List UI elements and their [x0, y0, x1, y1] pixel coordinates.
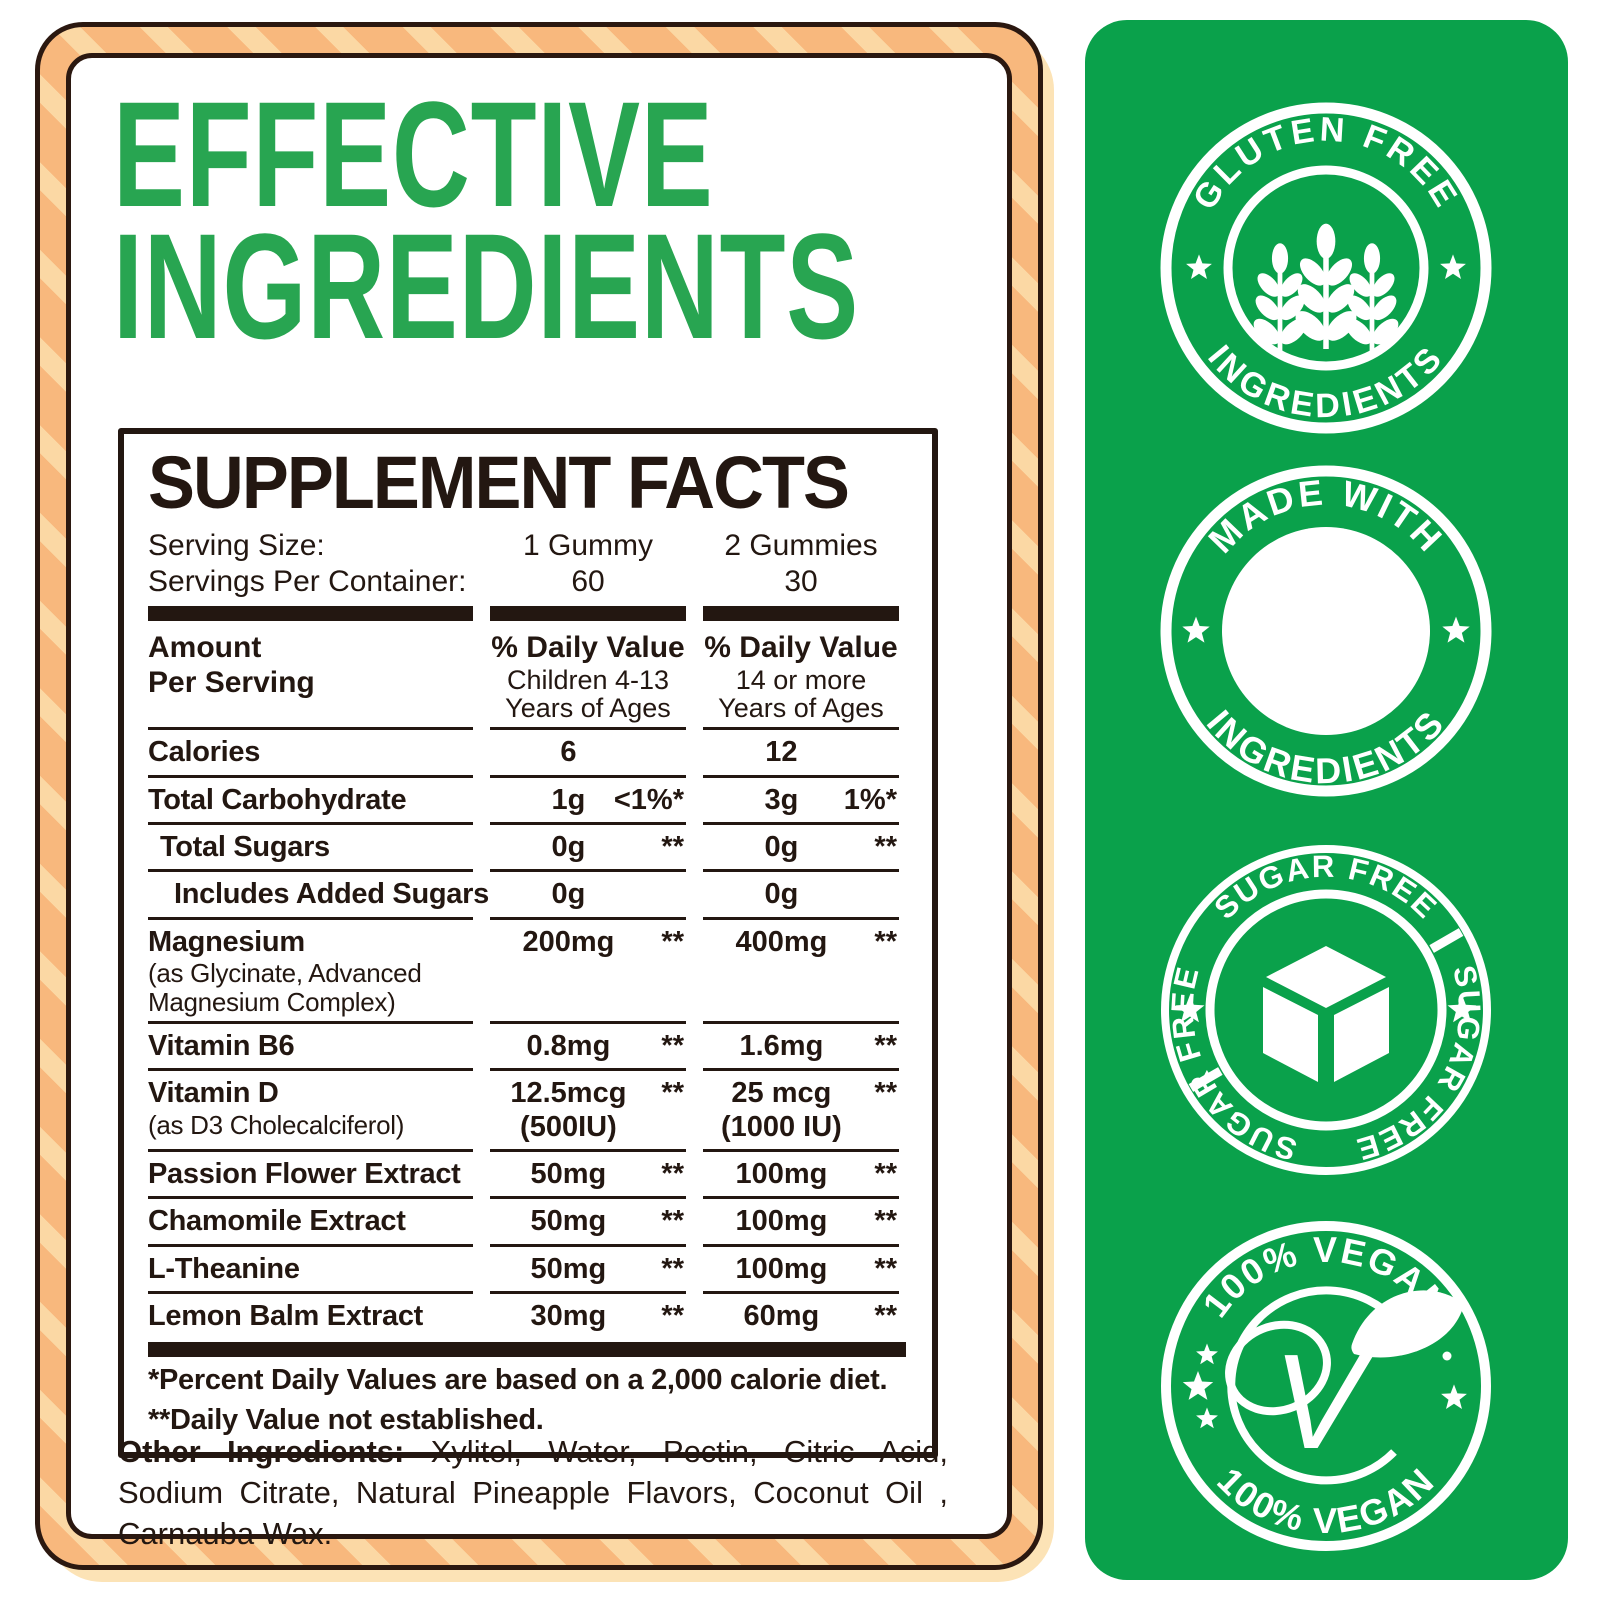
table-row: Chamomile Extract 50mg ** 100mg ** [148, 1199, 906, 1247]
page-title-line1: EFFECTIVE [113, 70, 714, 238]
table-row: Vitamin D (as D3 Cholecalciferol) 12.5mc… [148, 1071, 906, 1153]
vegan-badge: 100% VEGAN 100% VEGAN V [1161, 1221, 1491, 1551]
section-divider-bars [148, 606, 906, 621]
serving-size-col1: 1 Gummy [522, 529, 654, 562]
amount-header: Amount Per Serving [148, 621, 473, 731]
badge-inner-ring [1205, 889, 1447, 1131]
non-gmo-badge: NON GMO MADE WITH INGREDIENTS [1160, 465, 1492, 797]
badge-outer-ring [1161, 845, 1491, 1175]
table-row: Calories 6 12 [148, 730, 906, 778]
table-header: Amount Per Serving % Daily Value Childre… [148, 621, 906, 731]
non-gmo-text-line1: NON [1260, 567, 1392, 632]
tick-marks [1188, 928, 1464, 1092]
badge-inner-ring [1223, 165, 1429, 371]
star-icon [1442, 616, 1470, 643]
page-title-line2: INGREDIENTS [113, 202, 859, 370]
footnote-2: **Daily Value not established. [148, 1404, 544, 1437]
supplement-facts-panel: SUPPLEMENT FACTS Serving Size: 1 Gummy 2… [118, 428, 938, 1459]
star-icon [1196, 1343, 1218, 1365]
table-row: Includes Added Sugars 0g 0g [148, 872, 906, 920]
table-row: Total Carbohydrate 1g <1%* 3g 1%* [148, 778, 906, 825]
vegan-v-leaf-icon: V [1225, 1286, 1464, 1485]
table-row: Lemon Balm Extract 30mg ** 60mg ** [148, 1300, 897, 1333]
gluten-free-badge: GLUTEN FREE INGREDIENTS [1160, 102, 1492, 434]
sugar-cube-icon [1263, 946, 1389, 1082]
table-row: Passion Flower Extract 50mg ** 100mg ** [148, 1152, 906, 1200]
badge-panel: GLUTEN FREE INGREDIENTS NON GMO MADE WIT… [1085, 20, 1568, 1580]
daily-value-header-children: % Daily Value Children 4-13 Years of Age… [490, 621, 686, 731]
footnote-divider-bar [148, 1341, 906, 1357]
servings-count-col2: 30 [784, 565, 818, 598]
table-row: L-Theanine 50mg ** 100mg ** [148, 1247, 906, 1295]
star-icon [1441, 1384, 1467, 1409]
table-row: Magnesium (as Glycinate, Advanced Magnes… [148, 920, 906, 1025]
badge-outer-ring [1161, 1221, 1491, 1551]
non-gmo-text-line2: GMO [1255, 627, 1397, 692]
footnote-1: *Percent Daily Values are based on a 2,0… [148, 1363, 888, 1396]
servings-count-col1: 60 [571, 565, 605, 598]
badge-center-disc [1222, 527, 1430, 735]
star-icon [1440, 254, 1466, 279]
servings-count-label: Servings Per Container: [148, 565, 467, 598]
badge-outer-ring [1160, 102, 1492, 434]
serving-size-col2: 2 Gummies [724, 529, 878, 562]
gluten-free-arc-text: GLUTEN FREE [1186, 110, 1467, 216]
supplement-facts-heading: SUPPLEMENT FACTS [148, 441, 850, 524]
wheat-icon [1249, 223, 1403, 352]
badge-outer-ring [1160, 465, 1492, 797]
star-icon [1196, 1407, 1218, 1429]
table-row: Total Sugars 0g ** 0g ** [148, 825, 906, 873]
serving-size-row: Serving Size: 1 Gummy 2 Gummies [148, 528, 906, 564]
star-icon [1182, 616, 1210, 643]
page-title: EFFECTIVE INGREDIENTS [113, 70, 859, 370]
servings-per-container-row: Servings Per Container: 60 30 [148, 564, 906, 600]
star-icon [1186, 254, 1212, 279]
serving-size-label: Serving Size: [148, 529, 325, 562]
other-ingredients-text: Xylitol, Water, Pectin, Citric Acid, Sod… [118, 1434, 949, 1552]
sugar-free-badge: SUGAR FREE SUGAR FREE SUGAR FREE [1156, 845, 1496, 1180]
table-row: Vitamin B6 0.8mg ** 1.6mg ** [148, 1024, 906, 1072]
ingredients-arc-text: INGREDIENTS [1200, 338, 1451, 426]
other-ingredients-label: Other Ingredients: [118, 1434, 405, 1469]
star-icon [1182, 1371, 1214, 1400]
other-ingredients: Other Ingredients: Xylitol, Water, Pecti… [118, 1431, 948, 1555]
daily-value-header-adults: % Daily Value 14 or more Years of Ages [703, 621, 899, 731]
sugar-free-arc-text: SUGAR FREE [1207, 849, 1444, 926]
